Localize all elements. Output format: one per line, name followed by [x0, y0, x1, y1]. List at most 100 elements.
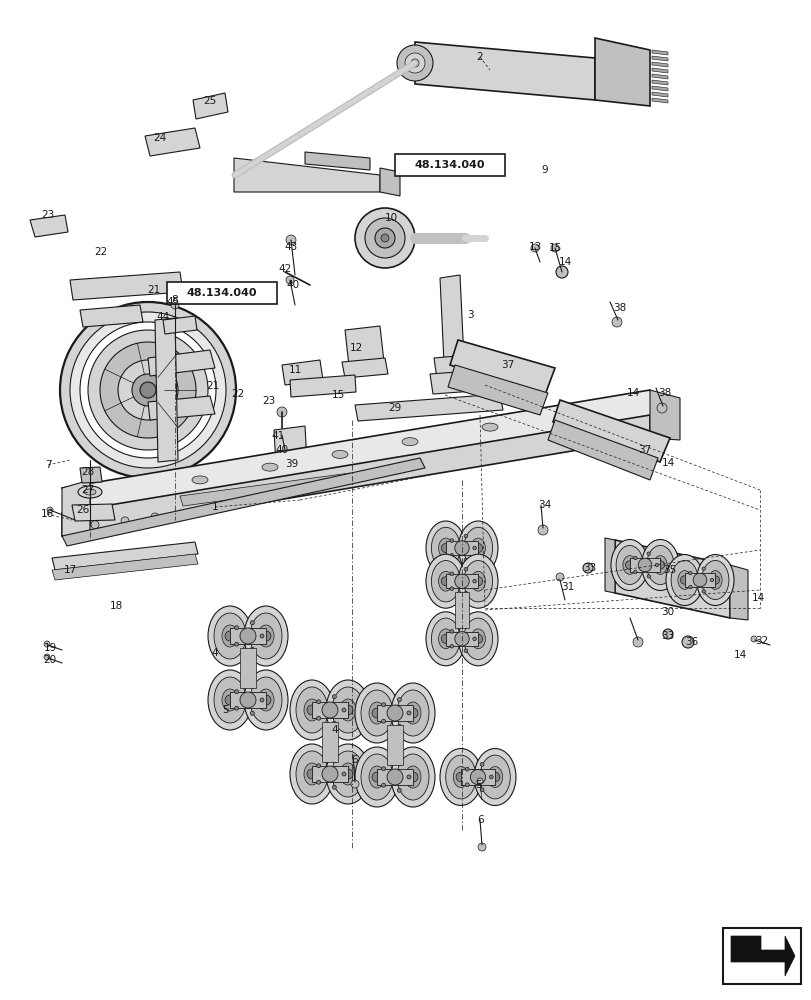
Text: 14: 14 — [558, 257, 571, 267]
Text: 44: 44 — [157, 312, 169, 322]
Ellipse shape — [431, 618, 460, 660]
Text: 43: 43 — [284, 242, 298, 252]
Circle shape — [470, 769, 485, 785]
Text: 28: 28 — [81, 467, 95, 477]
Circle shape — [47, 507, 53, 513]
Text: 13: 13 — [528, 242, 541, 252]
Text: 35: 35 — [663, 565, 676, 575]
Text: 5: 5 — [475, 780, 482, 790]
Ellipse shape — [670, 560, 697, 600]
Text: 5: 5 — [222, 705, 229, 715]
Bar — [461, 769, 495, 785]
Circle shape — [342, 705, 353, 715]
Text: 14: 14 — [625, 388, 639, 398]
Text: 27: 27 — [81, 485, 95, 495]
Polygon shape — [80, 467, 102, 483]
Ellipse shape — [368, 766, 384, 788]
Polygon shape — [193, 93, 228, 119]
Text: 20: 20 — [43, 655, 57, 665]
Circle shape — [250, 647, 254, 651]
Ellipse shape — [296, 687, 328, 733]
Text: 40: 40 — [275, 445, 288, 455]
Circle shape — [285, 276, 294, 284]
Circle shape — [260, 634, 264, 638]
Circle shape — [260, 631, 271, 641]
Polygon shape — [449, 340, 554, 395]
Circle shape — [479, 788, 483, 792]
Circle shape — [440, 634, 450, 643]
Circle shape — [410, 59, 418, 67]
Polygon shape — [730, 936, 794, 976]
Circle shape — [710, 578, 713, 582]
Ellipse shape — [340, 763, 355, 785]
Circle shape — [624, 561, 633, 569]
Text: 16: 16 — [41, 509, 54, 519]
Circle shape — [646, 552, 650, 555]
Circle shape — [332, 759, 336, 763]
Bar — [394, 154, 504, 176]
Ellipse shape — [332, 687, 363, 733]
Text: 15: 15 — [331, 390, 344, 400]
Ellipse shape — [440, 748, 481, 805]
Circle shape — [371, 708, 381, 718]
Ellipse shape — [426, 521, 465, 575]
Circle shape — [538, 525, 547, 535]
Circle shape — [316, 764, 320, 768]
Circle shape — [260, 698, 264, 702]
Circle shape — [100, 342, 195, 438]
Ellipse shape — [368, 702, 384, 724]
Text: 33: 33 — [661, 631, 674, 641]
Circle shape — [397, 698, 401, 702]
Ellipse shape — [479, 755, 509, 799]
Circle shape — [80, 322, 216, 458]
Circle shape — [234, 706, 238, 710]
Circle shape — [354, 208, 414, 268]
Polygon shape — [594, 38, 649, 106]
Ellipse shape — [354, 747, 398, 807]
Ellipse shape — [653, 556, 667, 574]
Ellipse shape — [258, 625, 273, 647]
Bar — [629, 558, 659, 572]
Circle shape — [260, 695, 271, 705]
Ellipse shape — [470, 571, 485, 591]
Text: 37: 37 — [500, 360, 514, 370]
Circle shape — [342, 769, 353, 779]
Circle shape — [397, 762, 401, 766]
Circle shape — [478, 843, 486, 851]
Text: 9: 9 — [541, 165, 547, 175]
Polygon shape — [273, 426, 307, 484]
Circle shape — [397, 45, 432, 81]
Text: 14: 14 — [661, 458, 674, 468]
Ellipse shape — [463, 527, 492, 569]
Text: 30: 30 — [661, 607, 674, 617]
Ellipse shape — [221, 689, 238, 711]
Text: 48.134.040: 48.134.040 — [187, 288, 257, 298]
Ellipse shape — [463, 618, 492, 660]
Circle shape — [681, 636, 693, 648]
Circle shape — [464, 625, 467, 629]
Text: 15: 15 — [547, 243, 561, 253]
Text: 7: 7 — [45, 460, 51, 470]
Circle shape — [456, 772, 465, 782]
Polygon shape — [380, 168, 400, 196]
Ellipse shape — [361, 754, 393, 800]
Polygon shape — [454, 592, 469, 628]
Circle shape — [387, 769, 402, 785]
Ellipse shape — [221, 625, 238, 647]
Circle shape — [407, 772, 418, 782]
Circle shape — [387, 705, 402, 721]
Text: 21: 21 — [206, 381, 219, 391]
Polygon shape — [433, 354, 483, 379]
Circle shape — [464, 567, 467, 571]
Ellipse shape — [458, 612, 497, 666]
Ellipse shape — [470, 629, 485, 649]
Ellipse shape — [458, 554, 497, 608]
Ellipse shape — [426, 612, 465, 666]
Circle shape — [473, 544, 482, 552]
Polygon shape — [729, 565, 747, 620]
Ellipse shape — [610, 540, 648, 590]
Text: 23: 23 — [262, 396, 275, 406]
Circle shape — [307, 769, 316, 779]
Text: 23: 23 — [41, 210, 54, 220]
Ellipse shape — [303, 763, 320, 785]
